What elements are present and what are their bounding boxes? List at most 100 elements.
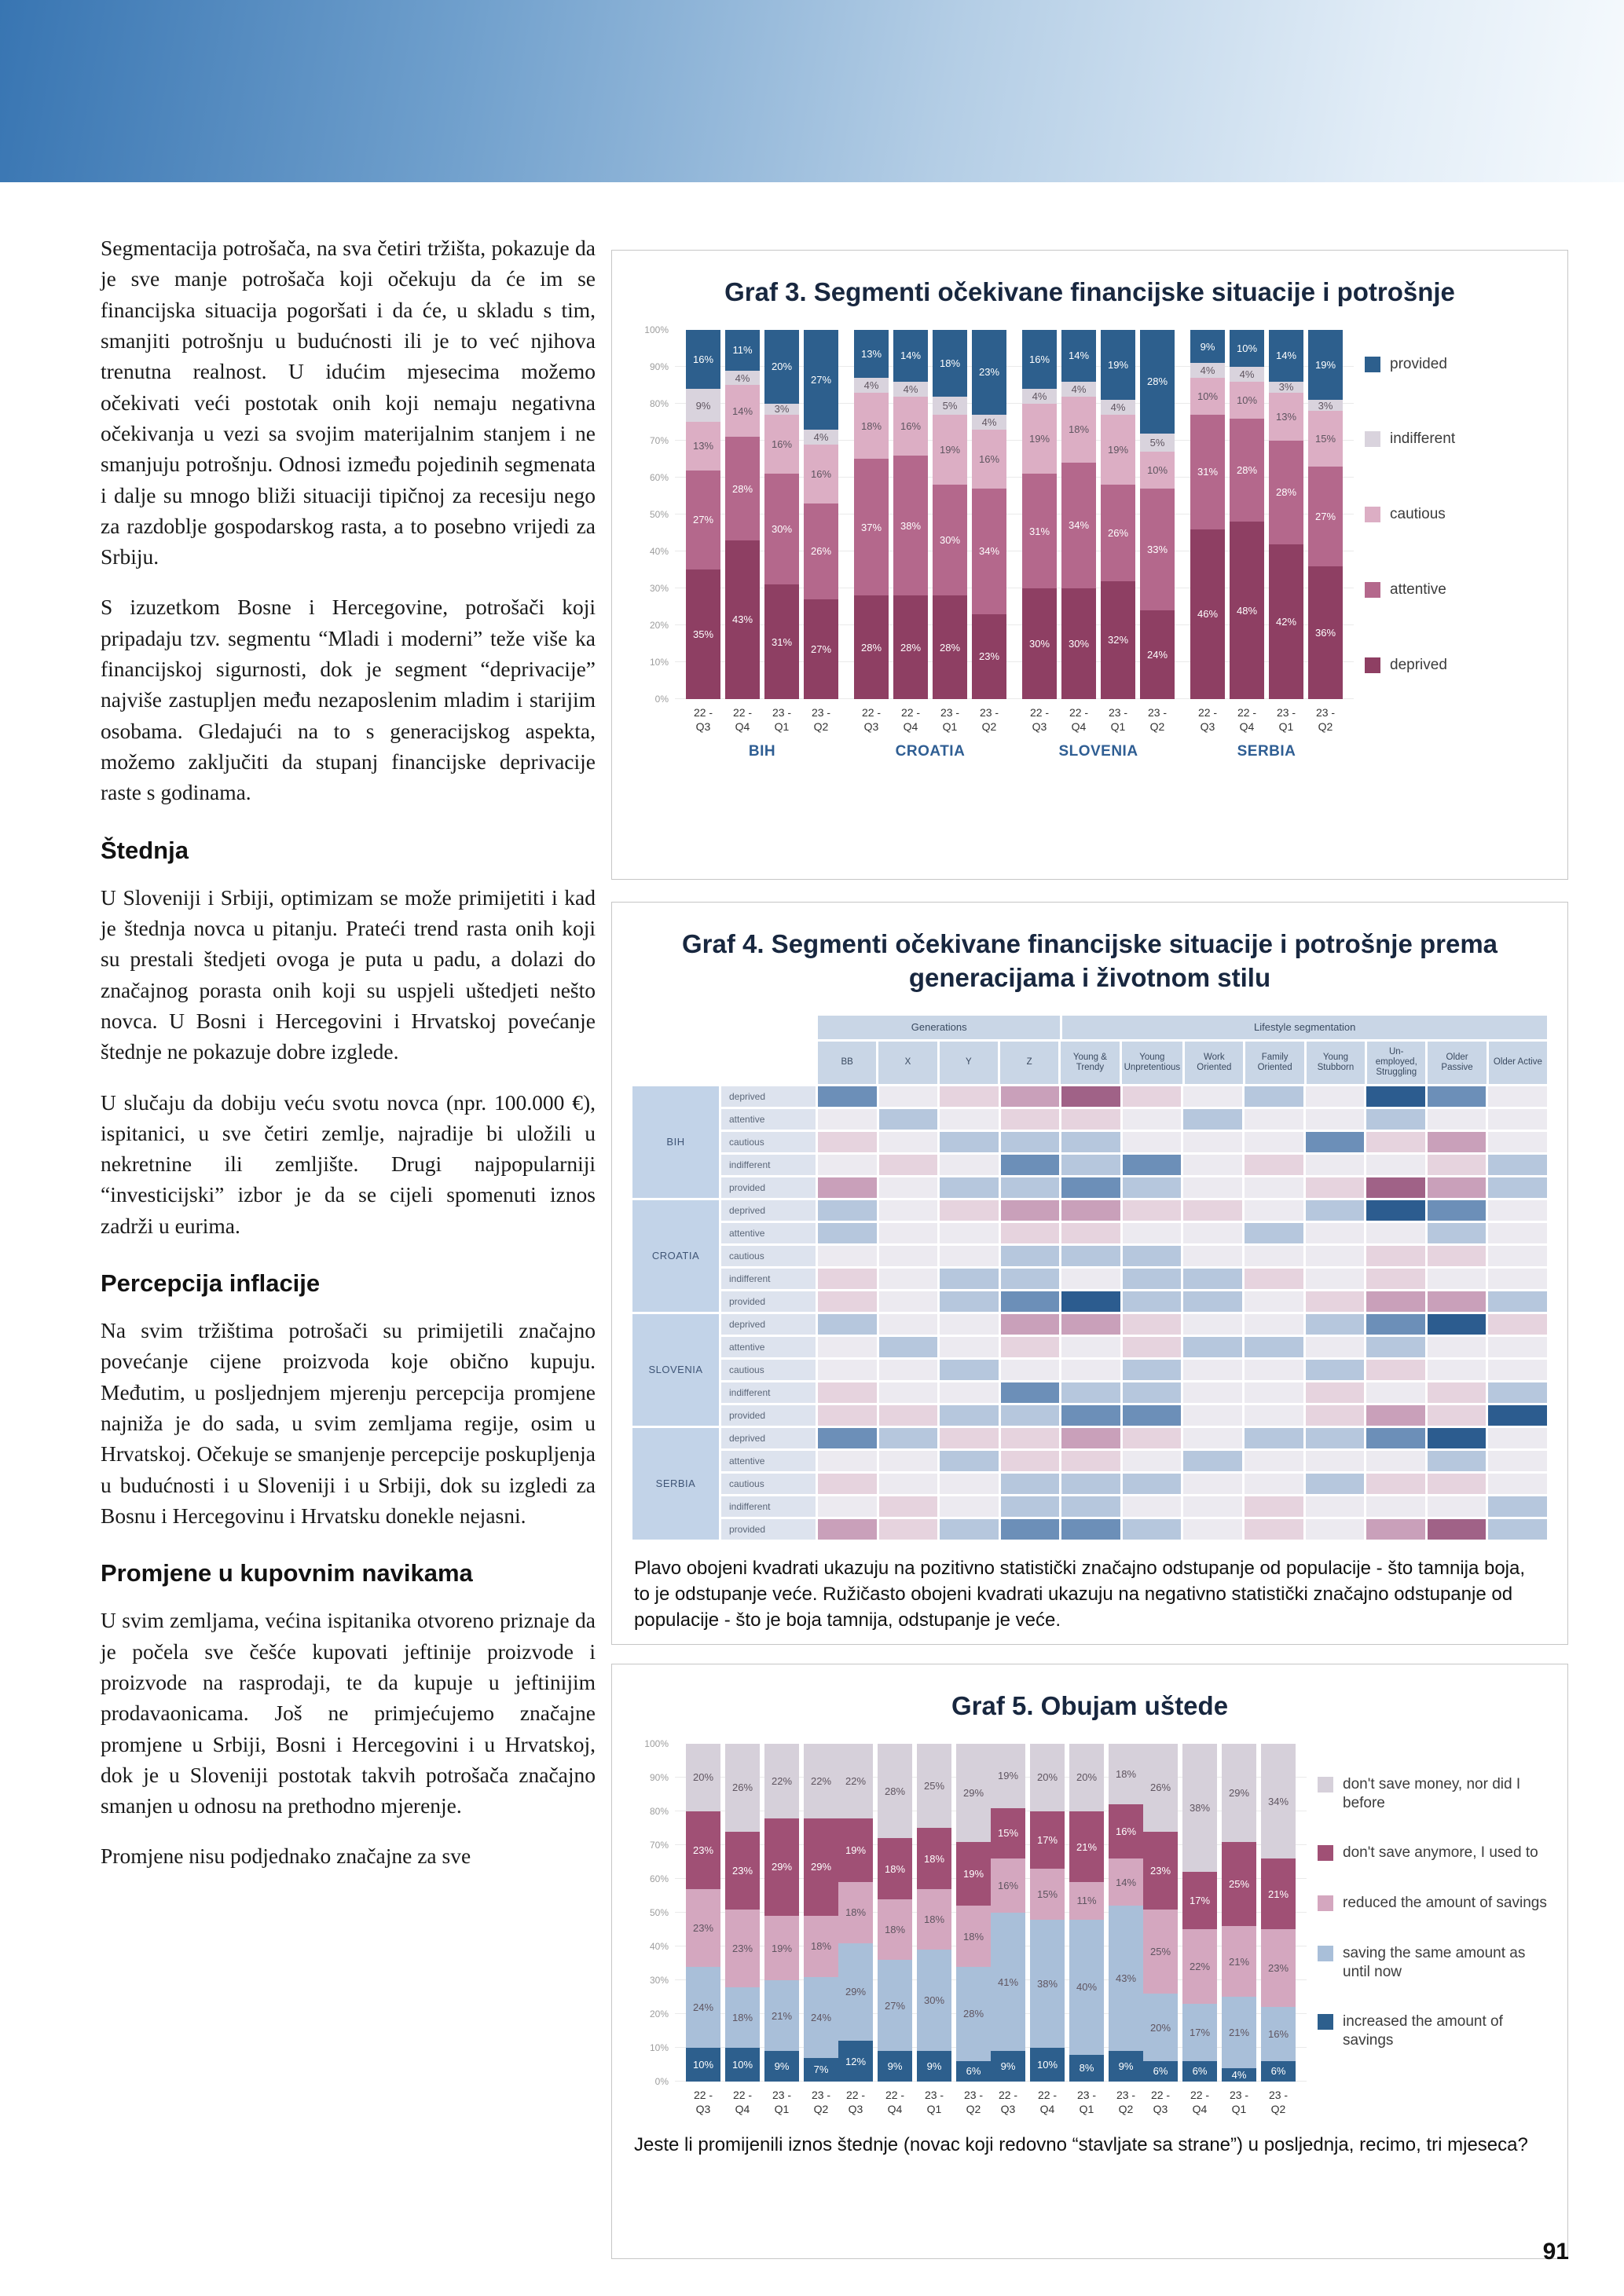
heatmap-cell [818,1245,877,1266]
bar-segment: 19% [991,1743,1025,1808]
heatmap-cell [1000,1382,1060,1403]
x-tick-label: 22 - Q3 [861,705,882,734]
graf4-heatmap-header: Generations Lifestyle segmentation BB X Y Z Yo… [632,1015,1548,1084]
stacked-bar: 9% 27% 18% 18% 28% [878,1743,912,2082]
bar-column: 46% 31% 10% 4% 9% 22 - Q3 [1190,329,1225,734]
bar-column: 8% 40% 11% 21% 20% 23 - Q1 [1069,1743,1104,2116]
graf4-heatmap-body: BIH deprived attentive cautious indifferent p… [632,1086,1547,1540]
heatmap-cell [1427,1177,1487,1198]
heatmap-cell [818,1427,877,1448]
heatmap-row: deprived [721,1427,1547,1448]
bar-column: 24% 33% 10% 5% 28% 23 - Q2 [1140,329,1175,734]
heatmap-cell [1245,1131,1303,1152]
x-tick-label: 23 - Q1 [1229,2088,1249,2116]
bar-segment: 16% [893,396,928,456]
bar-segment: 29% [956,1743,991,1842]
stacked-bar: 6% 17% 22% 17% 38% [1182,1743,1217,2082]
heatmap-cell [1305,1336,1365,1357]
x-tick-label: 22 - Q4 [732,705,753,734]
legend-item: provided [1365,355,1547,374]
legend-item: increased the amount of savings [1318,2012,1550,2050]
heatmap-cell [1122,1268,1182,1289]
x-tick-label: 22 - Q4 [1037,2088,1058,2116]
country-block-slovenia: SLOVENIA deprived attentive cautious indiffe… [632,1313,1547,1426]
heatmap-cell [940,1245,999,1266]
country-rows: deprived attentive cautious indifferent prov… [721,1199,1547,1312]
bar-segment: 41% [991,1912,1025,2052]
bar-segment: 30% [1061,588,1096,699]
heatmap-cell [1122,1291,1182,1312]
bar-segment: 4% [1190,363,1225,379]
bar-segment: 14% [1061,329,1096,382]
bar-segment: 11% [725,329,760,371]
stacked-bar: 9% 30% 18% 18% 25% [917,1743,951,2082]
page-number: 91 [1542,2239,1569,2265]
graf5-legend: don't save money, nor did I before don't … [1318,1744,1550,2082]
bar-column: 4% 21% 21% 25% 29% 23 - Q1 [1222,1743,1256,2116]
heatmap-cell [1122,1427,1182,1448]
chart-box-graf5: Graf 5. Obujam uštede 100% 90% 80% 70% 60% 50… [611,1664,1568,2259]
heatmap-cell [1245,1154,1303,1175]
x-tick-label: 23 - Q2 [1116,2088,1136,2116]
bar-segment: 25% [917,1743,951,1829]
bar-segment: 7% [804,2057,838,2082]
heatmap-cell [1366,1382,1425,1403]
heatmap-cell [818,1450,877,1471]
stacked-bar: 7% 24% 18% 29% 22% [804,1743,838,2082]
header-gradient-band [0,0,1624,182]
heatmap-cell [1245,1245,1303,1266]
heatmap-cell [1305,1154,1365,1175]
bar-segment: 17% [1182,2004,1217,2062]
bar-segment: 28% [956,1966,991,2062]
heatmap-cell [878,1473,938,1494]
stacked-bar: 4% 21% 21% 25% 29% [1222,1743,1256,2082]
heatmap-cell [1488,1518,1547,1540]
heatmap-cell [1427,1154,1487,1175]
heatmap-cell [1122,1473,1182,1494]
heatmap-cell [1122,1199,1182,1221]
heatmap-cell [1488,1359,1547,1380]
heatmap-cell [1366,1222,1425,1243]
bar-segment: 12% [838,2041,873,2082]
bar-segment: 28% [854,595,889,699]
heatmap-cell [1061,1359,1120,1380]
heatmap-cell [1427,1404,1487,1426]
heatmap-cell [1305,1245,1365,1266]
heatmap-cell [878,1108,938,1130]
bar-segment: 37% [854,459,889,596]
heatmap-row: cautious [721,1473,1547,1494]
heatmap-cell [940,1177,999,1198]
stacked-bar: 24% 33% 10% 5% 28% [1140,329,1175,699]
bar-segment: 4% [1022,389,1057,404]
heatmap-cell [1427,1496,1487,1517]
stacked-bar: 46% 31% 10% 4% 9% [1190,329,1225,699]
graf4-title: Graf 4. Segmenti očekivane financijske s… [681,929,1498,992]
heatmap-cell [878,1291,938,1312]
legend-label: don't save money, nor did I before [1343,1775,1521,1811]
heading-promjene-u-kupovnim-navikama: Promjene u kupovnim navikama [101,1559,473,1587]
paragraph-segmentacija: Segmentacija potrošača, na sva četiri tr… [101,236,596,569]
stacked-bar: 6% 20% 25% 23% 26% [1143,1743,1178,2082]
heatmap-cell [818,1268,877,1289]
heatmap-cell [878,1427,938,1448]
heatmap-cell [1427,1108,1487,1130]
stacked-bar: 10% 24% 23% 23% 20% [686,1743,720,2082]
heatmap-row: deprived [721,1199,1547,1221]
bar-segment: 16% [804,444,838,504]
heatmap-cell [1427,1473,1487,1494]
bar-segment: 14% [725,385,760,438]
heatmap-cell [1122,1177,1182,1198]
x-tick-label: 22 - Q4 [732,2088,753,2116]
heatmap-cell [878,1131,938,1152]
country-label: BIH [748,743,776,760]
column-header: Young Unpretentious [1121,1041,1183,1084]
heatmap-cell [1183,1199,1243,1221]
bar-segment: 11% [1069,1882,1104,1920]
heatmap-cell [1183,1131,1243,1152]
heatmap-cell [1000,1427,1060,1448]
bar-column: 9% 30% 18% 18% 25% 23 - Q1 [917,1743,951,2116]
heatmap-cell [1427,1382,1487,1403]
legend-label: cautious [1390,506,1446,523]
paragraph-izuzetak-bih: S izuzetkom Bosne i Hercegovine, potroša… [101,595,596,805]
heatmap-cell [1305,1427,1365,1448]
